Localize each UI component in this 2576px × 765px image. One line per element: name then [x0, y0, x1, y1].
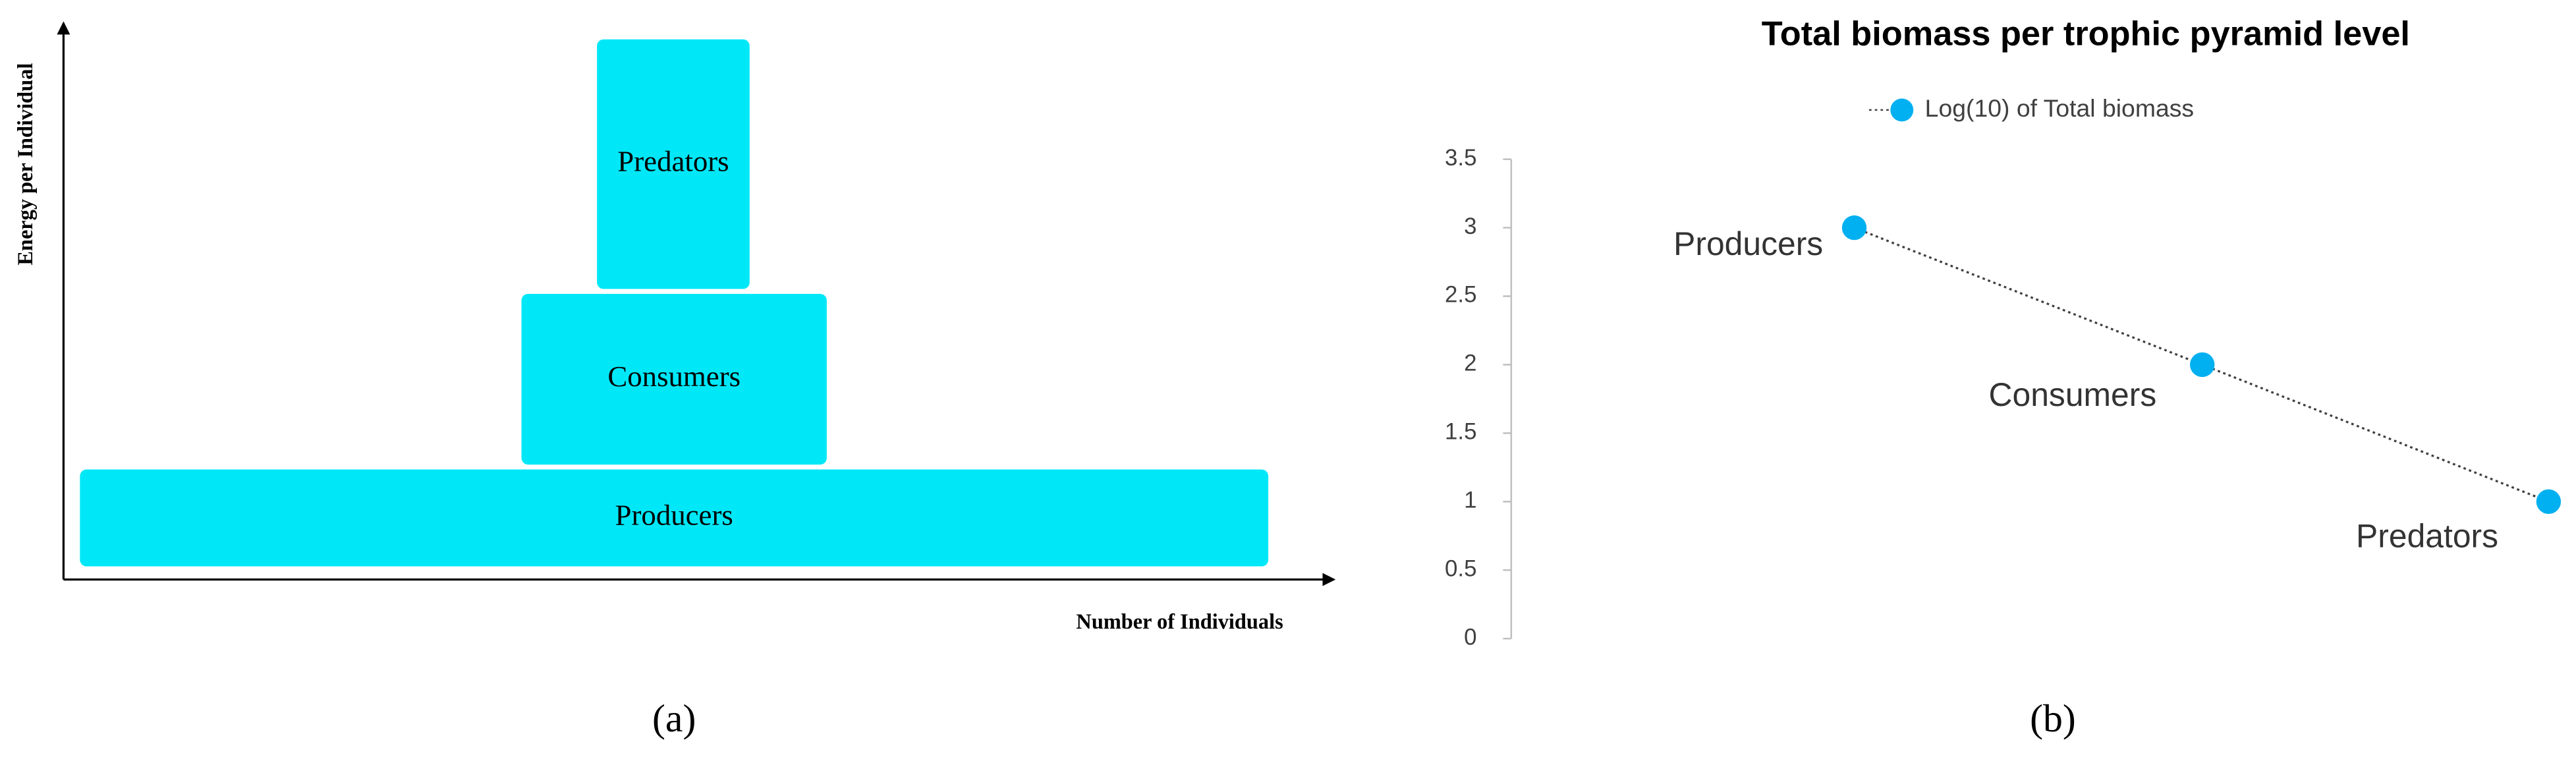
x-axis-label: Number of Individuals: [1076, 610, 1283, 634]
caption: (b): [2030, 696, 2076, 740]
legend-label: Log(10) of Total biomass: [1925, 94, 2194, 122]
data-point: [2190, 352, 2215, 378]
y-tick-label: 0.5: [1445, 555, 1476, 581]
level-label: Predators: [617, 144, 729, 177]
data-point: [1841, 215, 1867, 241]
y-tick-label: 3.5: [1445, 145, 1476, 171]
y-tick-label: 1: [1464, 488, 1476, 513]
chart-title: Total biomass per trophic pyramid level: [1762, 15, 2410, 53]
y-axis-label: Energy per Individual: [14, 63, 38, 266]
y-tick-label: 3: [1464, 213, 1476, 239]
level-label: Consumers: [607, 360, 741, 393]
pyramid-level: [80, 469, 1269, 567]
pyramid-level: [597, 39, 750, 289]
data-point: [2536, 489, 2562, 514]
legend-marker: [1890, 98, 1914, 122]
y-tick-label: 1.5: [1445, 419, 1476, 445]
data-label: Producers: [1673, 225, 1823, 262]
level-label: Producers: [615, 498, 733, 531]
data-label: Consumers: [1989, 376, 2157, 413]
pyramid-level: [521, 293, 827, 465]
y-tick-label: 0: [1464, 624, 1476, 650]
y-tick-label: 2: [1464, 351, 1476, 376]
data-label: Predators: [2356, 517, 2498, 554]
caption: (a): [652, 696, 696, 740]
y-tick-label: 2.5: [1445, 282, 1476, 308]
